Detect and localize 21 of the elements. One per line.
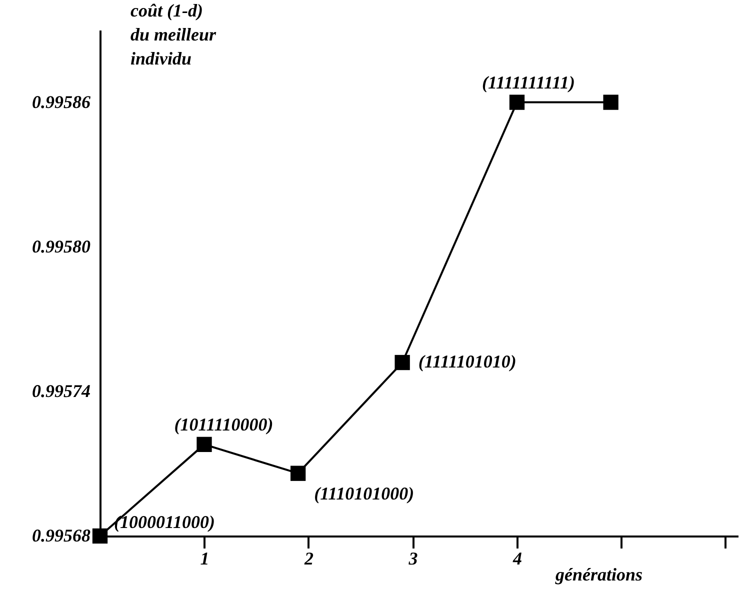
annotation: (1111111111) bbox=[482, 72, 576, 92]
annotation: (1011110000) bbox=[174, 414, 274, 434]
point bbox=[290, 466, 306, 481]
point bbox=[603, 94, 618, 110]
x-axis-title: générations bbox=[554, 564, 643, 584]
annotation: (1000011000) bbox=[114, 512, 215, 532]
x-tick-label: 2 bbox=[303, 548, 314, 568]
x-tick-label: 1 bbox=[200, 548, 210, 568]
y-tick-label: 0.99568 bbox=[32, 526, 90, 546]
annotation: (1111101010) bbox=[418, 352, 516, 372]
x-tick-label: 3 bbox=[408, 548, 418, 568]
point bbox=[394, 354, 410, 370]
point bbox=[92, 528, 108, 544]
y-tick-label: 0.99574 bbox=[32, 380, 90, 401]
point bbox=[196, 436, 212, 452]
y-axis-title: coût (1-d) du meilleur individu bbox=[130, 0, 218, 68]
y-tick-label: 0.99586 bbox=[32, 92, 90, 112]
x-tick-label: 4 bbox=[512, 548, 522, 568]
point bbox=[509, 94, 525, 110]
y-tick-label: 0.99580 bbox=[32, 236, 90, 256]
annotation: (1110101000) bbox=[314, 483, 414, 504]
